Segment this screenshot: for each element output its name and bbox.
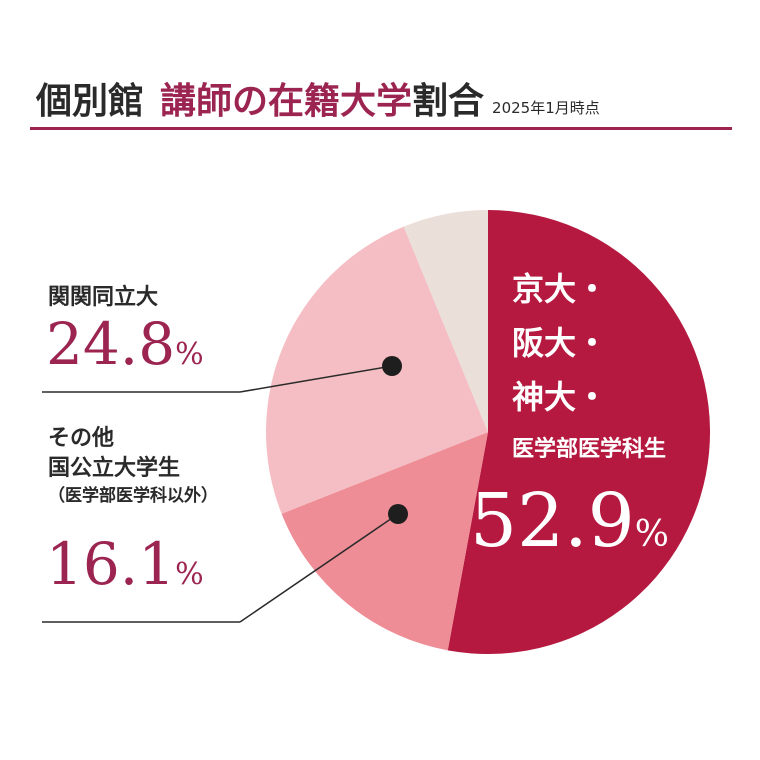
leader-line-other-diag	[239, 513, 399, 623]
value-label-kankan: 24.8%	[46, 310, 204, 378]
label-kyoto-line-2: 阪大・	[512, 324, 609, 362]
label-other-line-1: その他	[48, 426, 115, 451]
unit-kankan: %	[175, 337, 204, 372]
chart-title: 個別館 講師の在籍大学 割合 2025年1月時点	[36, 72, 600, 124]
pie-slice-rest	[403, 210, 488, 432]
pie-slice-other	[281, 432, 488, 651]
label-kankan: 関関同立大	[48, 283, 158, 313]
value-kyoto: 52.9	[470, 478, 635, 564]
unit-kyoto: %	[634, 514, 669, 555]
marker-dot-kankan	[382, 356, 402, 376]
unit-other: %	[175, 557, 204, 592]
leader-line-kankan-diag	[239, 365, 393, 393]
label-kankan-line-1: 関関同立大	[48, 285, 159, 310]
title-part-1: 個別館	[36, 80, 145, 122]
date-note: 2025年1月時点	[492, 99, 600, 117]
label-other-sub: （医学部医学科以外）	[48, 486, 218, 506]
marker-dot-other	[388, 504, 408, 524]
title-part-3: 割合	[412, 80, 485, 122]
value-kankan: 24.8	[46, 310, 176, 378]
title-underline	[30, 127, 732, 130]
pie-slice-kankan	[266, 226, 488, 514]
label-kyoto-line-3: 神大・	[512, 378, 609, 416]
value-other: 16.1	[46, 530, 176, 598]
label-kyoto-sub: 医学部医学科生	[512, 437, 667, 462]
label-kyoto-line-1: 京大・	[512, 270, 609, 308]
label-other: その他 国公立大学生 （医学部医学科以外）	[48, 424, 218, 508]
label-kyoto: 京大・ 阪大・ 神大・ 医学部医学科生	[512, 262, 666, 470]
label-other-line-2: 国公立大学生	[48, 456, 181, 481]
value-label-other: 16.1%	[46, 530, 204, 598]
value-label-kyoto: 52.9%	[470, 478, 669, 564]
title-part-2: 講師の在籍大学	[160, 80, 413, 122]
pie-slice-kyoto	[447, 210, 711, 654]
